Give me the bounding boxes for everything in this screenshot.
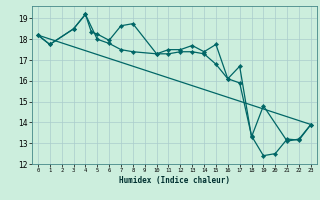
X-axis label: Humidex (Indice chaleur): Humidex (Indice chaleur): [119, 176, 230, 185]
